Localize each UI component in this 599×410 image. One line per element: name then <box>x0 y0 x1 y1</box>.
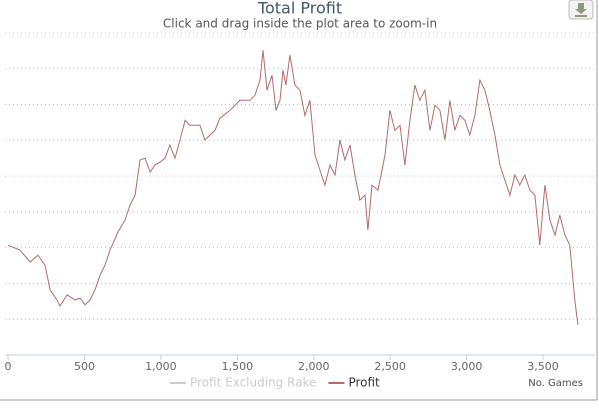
x-tick-label: 1,500 <box>222 360 254 373</box>
x-tick-label: 3,000 <box>451 360 483 373</box>
x-tick-label: 500 <box>74 360 95 373</box>
export-icon[interactable] <box>575 3 587 14</box>
legend-label[interactable]: Profit Excluding Rake <box>190 376 316 390</box>
x-tick-label: 2,500 <box>374 360 406 373</box>
chart-title: Total Profit <box>257 0 342 18</box>
x-tick-label: 0 <box>5 360 12 373</box>
export-icon-base[interactable] <box>575 15 587 17</box>
series-line <box>7 50 579 325</box>
x-tick-label: 3,500 <box>527 360 559 373</box>
x-axis-title: No. Games <box>528 378 583 389</box>
x-tick-label: 2,000 <box>298 360 330 373</box>
legend-label[interactable]: Profit <box>348 376 380 390</box>
x-tick-label: 1,000 <box>145 360 177 373</box>
export-button[interactable] <box>568 0 594 20</box>
chart-subtitle: Click and drag inside the plot area to z… <box>163 17 437 31</box>
